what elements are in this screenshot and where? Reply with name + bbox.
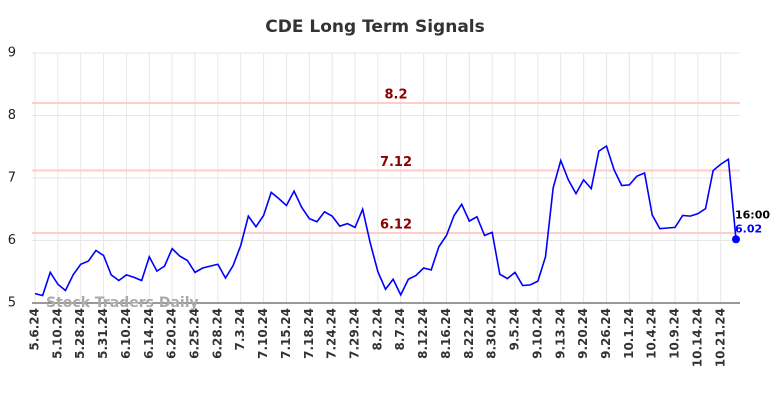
x-tick-label: 7.15.24 <box>279 308 293 359</box>
x-tick-label: 8.22.24 <box>462 308 476 359</box>
reference-label: 8.2 <box>384 88 407 103</box>
x-tick-label: 8.2.24 <box>370 308 384 351</box>
reference-label: 7.12 <box>380 155 412 170</box>
x-tick-label: 5.31.24 <box>96 308 110 359</box>
chart-title: CDE Long Term Signals <box>265 17 484 37</box>
y-tick-label: 5 <box>8 296 16 311</box>
y-tick-label: 8 <box>8 108 16 123</box>
x-tick-label: 10.1.24 <box>622 308 636 359</box>
x-tick-label: 7.24.24 <box>325 308 339 359</box>
x-tick-label: 8.12.24 <box>416 308 430 359</box>
x-tick-label: 6.10.24 <box>119 308 133 359</box>
x-tick-label: 10.21.24 <box>713 308 727 367</box>
x-tick-label: 6.25.24 <box>188 308 202 359</box>
x-tick-label: 9.13.24 <box>553 308 567 359</box>
x-tick-label: 9.20.24 <box>576 308 590 359</box>
y-tick-label: 6 <box>8 233 16 248</box>
last-value-label: 6.02 <box>735 222 762 235</box>
x-tick-label: 6.20.24 <box>165 308 179 359</box>
x-tick-label: 10.9.24 <box>668 308 682 359</box>
last-point <box>732 235 740 244</box>
x-tick-label: 8.30.24 <box>485 308 499 359</box>
x-tick-label: 6.14.24 <box>142 308 156 359</box>
reference-label: 6.12 <box>380 218 412 233</box>
x-tick-label: 10.4.24 <box>645 308 659 359</box>
x-tick-label: 7.29.24 <box>348 308 362 359</box>
x-tick-label: 5.28.24 <box>73 308 87 359</box>
x-tick-label: 10.14.24 <box>690 308 704 367</box>
x-tick-label: 8.16.24 <box>439 308 453 359</box>
x-tick-label: 5.10.24 <box>50 308 64 359</box>
y-tick-label: 9 <box>8 46 16 61</box>
x-tick-label: 7.3.24 <box>233 308 247 351</box>
x-tick-label: 9.26.24 <box>599 308 613 359</box>
x-tick-label: 5.6.24 <box>28 308 42 351</box>
x-tick-label: 9.10.24 <box>530 308 544 359</box>
watermark: Stock Traders Daily <box>46 295 199 311</box>
x-tick-label: 8.7.24 <box>393 308 407 351</box>
x-tick-label: 7.18.24 <box>302 308 316 359</box>
y-tick-label: 7 <box>8 171 16 186</box>
x-tick-label: 9.5.24 <box>508 308 522 351</box>
x-tick-label: 6.28.24 <box>210 308 224 359</box>
last-time-label: 16:00 <box>735 208 770 221</box>
price-line <box>34 144 737 297</box>
x-tick-label: 7.10.24 <box>256 308 270 359</box>
